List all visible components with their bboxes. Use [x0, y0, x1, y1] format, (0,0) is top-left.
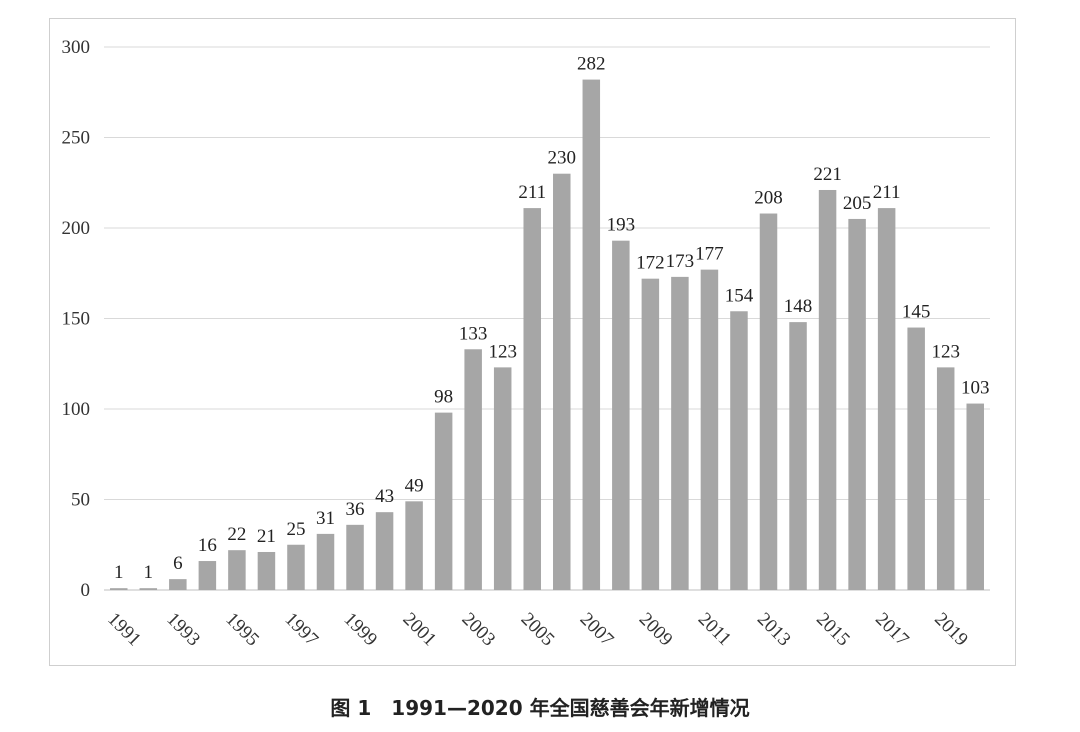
data-label: 145 [902, 302, 931, 323]
bar [966, 403, 984, 590]
bar [848, 218, 866, 590]
bar [700, 269, 719, 590]
y-tick-label: 200 [62, 218, 91, 239]
y-tick-label: 50 [71, 490, 90, 511]
gridlines [104, 46, 990, 591]
bar [789, 322, 807, 590]
data-label: 1 [114, 562, 124, 583]
bar [169, 579, 187, 590]
x-tick-label: 1995 [221, 609, 263, 651]
x-tick-label: 1991 [103, 609, 145, 651]
data-label: 177 [695, 244, 724, 265]
data-label: 21 [257, 526, 276, 547]
data-label: 123 [488, 341, 517, 362]
x-tick-label: 2007 [576, 609, 618, 651]
x-tick-label: 2013 [753, 609, 795, 651]
bar [346, 524, 364, 590]
data-label: 172 [636, 253, 665, 274]
data-label: 36 [346, 499, 365, 520]
x-tick-label: 2009 [635, 609, 677, 651]
figure-caption: 图 1 1991—2020 年全国慈善会年新增情况 [330, 696, 750, 720]
bar [139, 588, 158, 590]
bar [228, 550, 246, 590]
data-label: 1 [144, 562, 154, 583]
chart-frame [49, 18, 1016, 666]
bar [198, 561, 217, 590]
data-label: 230 [548, 148, 577, 169]
bar [257, 551, 276, 590]
data-label: 205 [843, 193, 872, 214]
data-label: 123 [931, 341, 960, 362]
y-tick-label: 0 [81, 580, 91, 601]
bar [730, 311, 748, 590]
bar [405, 501, 423, 590]
bar [464, 349, 482, 590]
y-axis-ticks: 0 50 100 150 200 250 300 [62, 37, 91, 601]
bar [287, 544, 305, 590]
bar [612, 240, 630, 591]
x-tick-label: 2019 [930, 609, 972, 651]
y-tick-label: 250 [62, 128, 91, 149]
x-tick-label: 2017 [871, 609, 913, 651]
data-label: 43 [375, 486, 394, 507]
bar [434, 412, 453, 590]
bar [110, 588, 128, 590]
data-label: 193 [607, 215, 636, 236]
bar [907, 327, 925, 590]
bar [316, 533, 335, 590]
x-tick-label: 2001 [399, 609, 441, 651]
x-axis-ticks: 1991 1993 1995 1997 1999 2001 2003 2005 2007 2009… [103, 609, 972, 651]
y-tick-label: 100 [62, 399, 91, 420]
data-label: 49 [405, 475, 424, 496]
data-label: 31 [316, 508, 335, 529]
x-tick-label: 2015 [812, 609, 854, 651]
data-label: 6 [173, 553, 183, 574]
bar [671, 276, 689, 590]
data-label: 133 [459, 323, 488, 344]
data-label: 173 [666, 251, 695, 272]
bar [759, 213, 778, 590]
x-tick-label: 2005 [517, 609, 559, 651]
bar [936, 367, 955, 590]
data-label: 211 [873, 182, 901, 203]
data-label: 211 [518, 182, 546, 203]
y-tick-label: 150 [62, 309, 91, 330]
data-label: 221 [813, 164, 842, 185]
data-label: 16 [198, 535, 217, 556]
x-tick-label: 1993 [162, 609, 204, 651]
bar [818, 189, 837, 591]
y-tick-label: 300 [62, 37, 91, 58]
data-label: 25 [286, 519, 305, 540]
x-tick-label: 1997 [280, 609, 322, 651]
data-label: 22 [227, 524, 246, 545]
bar [375, 512, 394, 590]
data-label: 154 [725, 285, 754, 306]
bars [110, 79, 984, 591]
bar [553, 173, 571, 590]
x-tick-label: 1999 [339, 609, 381, 651]
bar [877, 208, 896, 590]
data-label: 98 [434, 387, 453, 408]
data-label: 148 [784, 296, 813, 317]
bar [493, 367, 512, 590]
x-tick-label: 2011 [694, 609, 735, 650]
bar [641, 278, 660, 590]
data-label: 103 [961, 378, 990, 399]
bar [582, 79, 601, 590]
bar [523, 208, 541, 590]
data-label: 282 [577, 54, 606, 75]
x-tick-label: 2003 [458, 609, 500, 651]
data-label: 208 [754, 188, 783, 209]
